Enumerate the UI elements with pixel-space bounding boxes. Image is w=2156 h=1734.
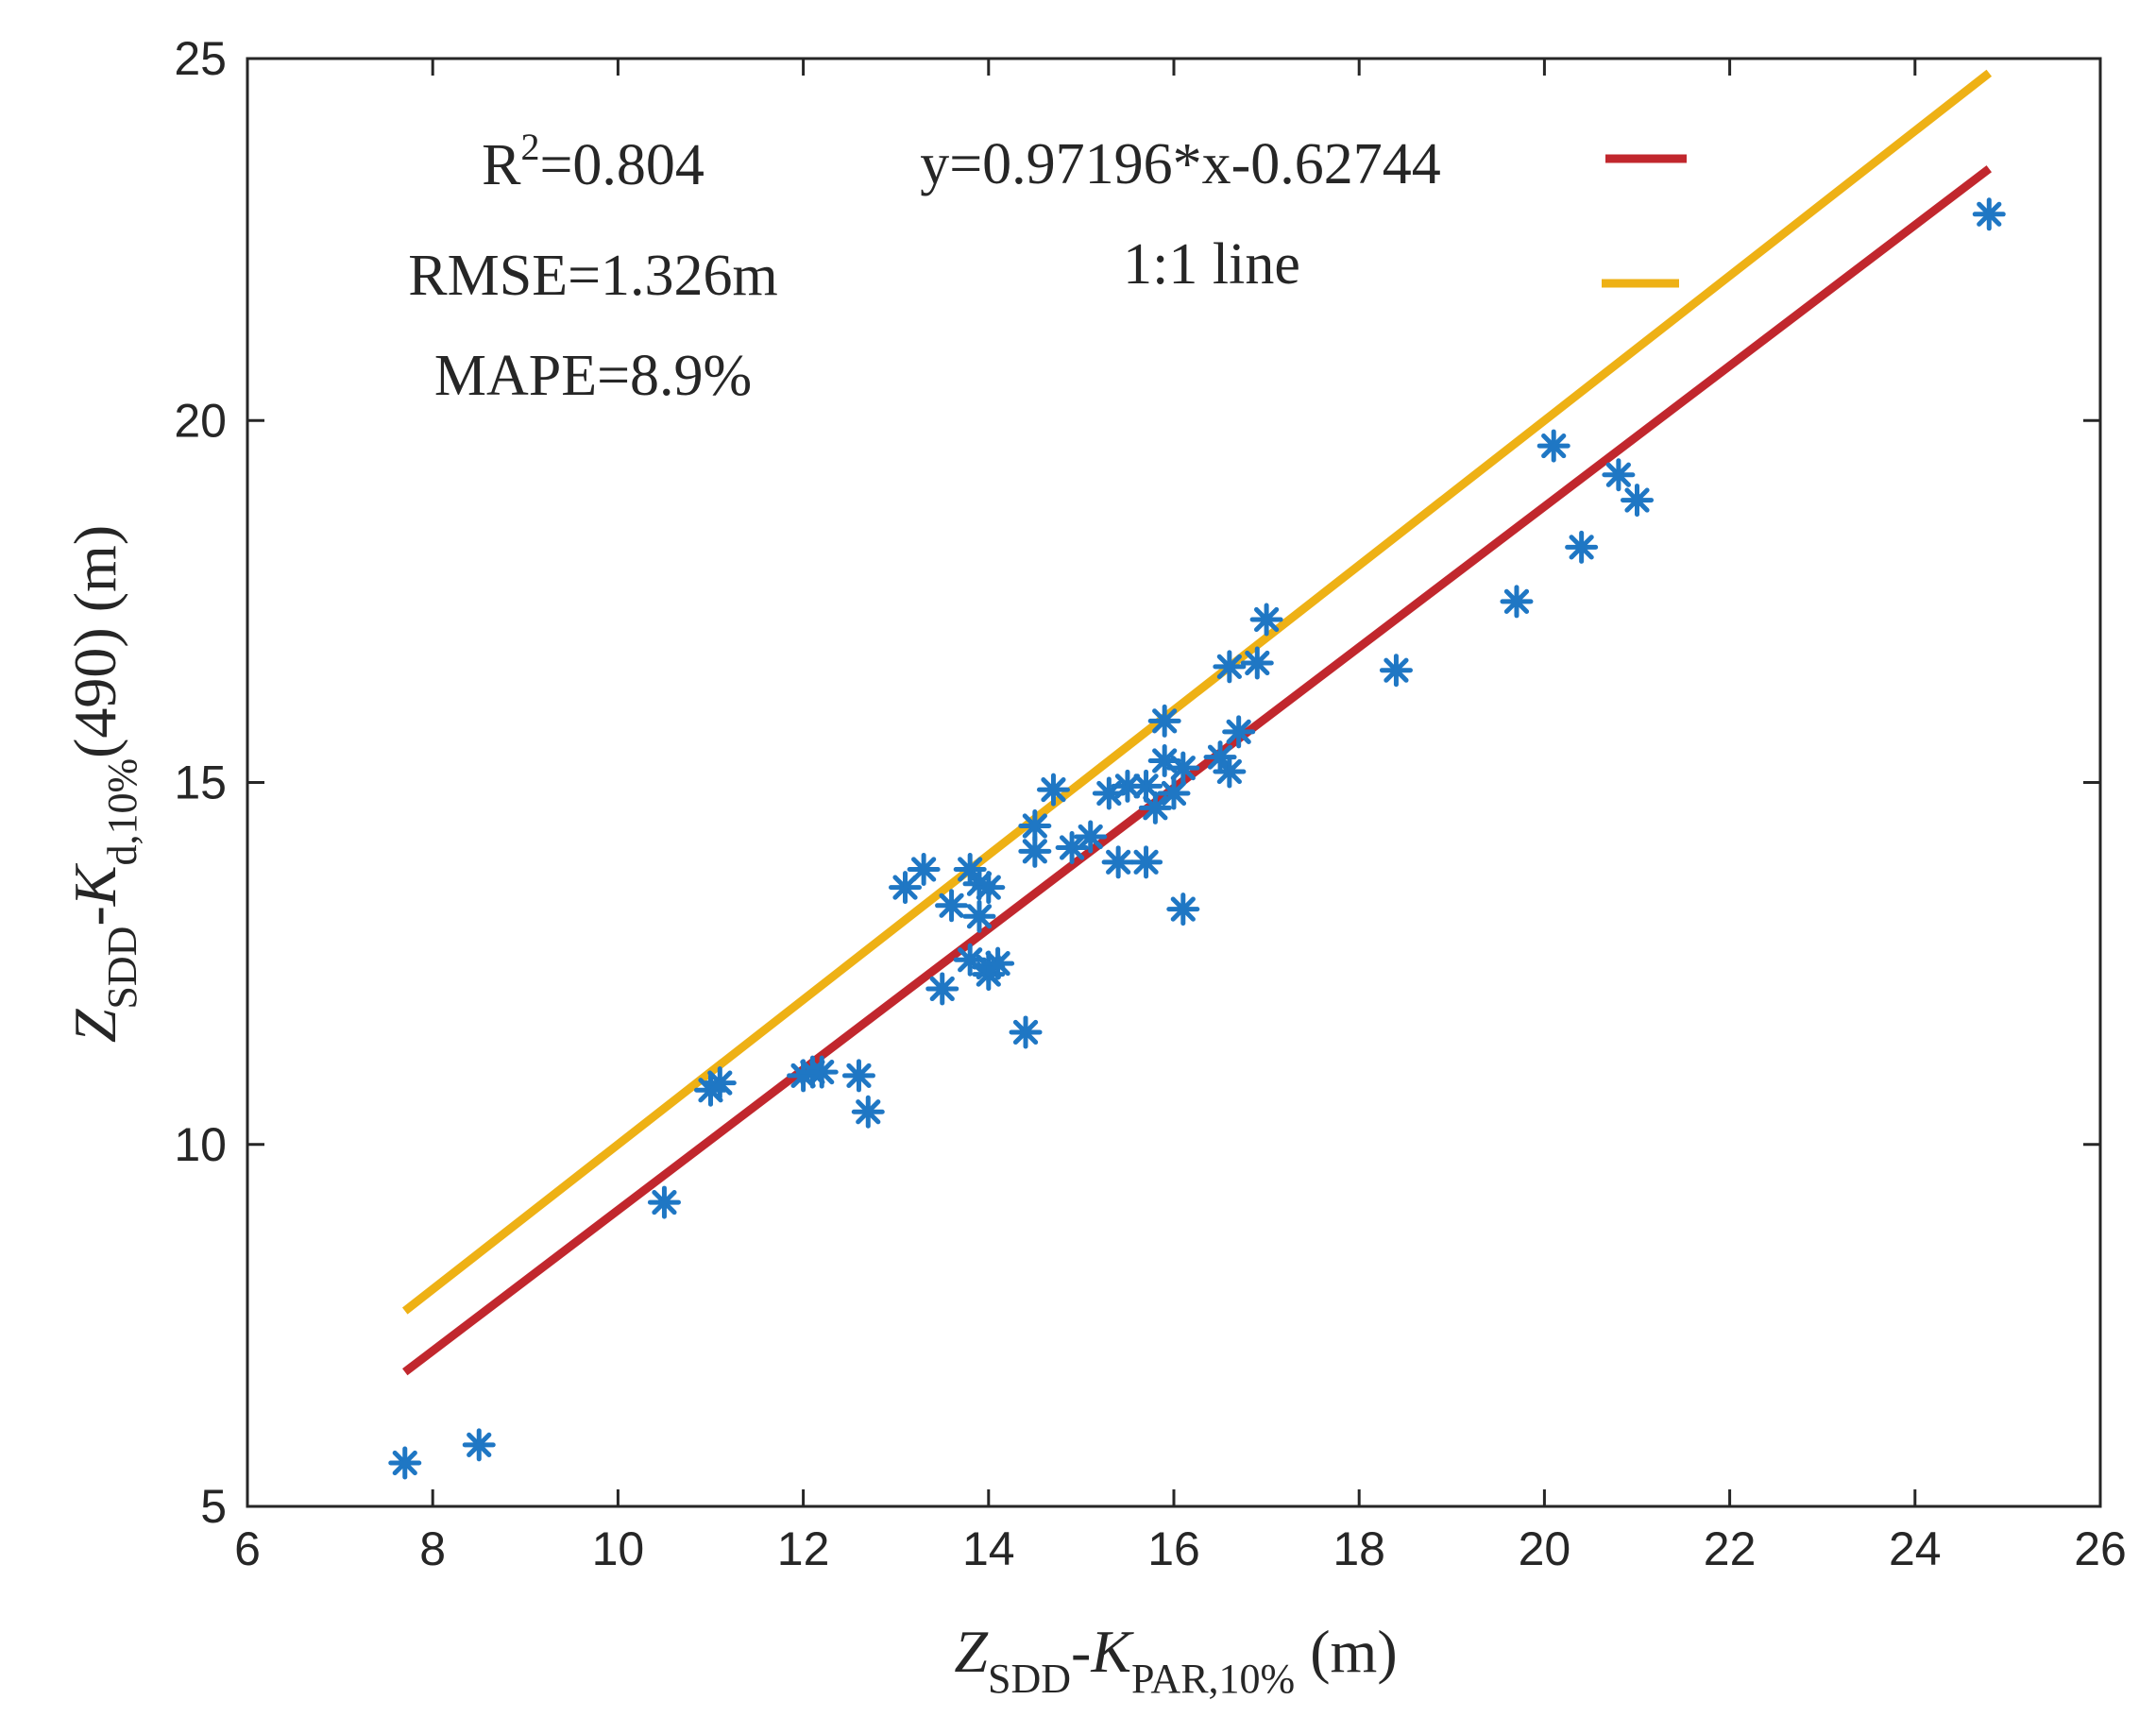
data-point (1101, 845, 1135, 879)
data-point (925, 972, 959, 1006)
y-axis-label: ZSDD-Kd,10%(490) (m) (61, 525, 145, 1043)
x-tick-label: 8 (419, 1522, 446, 1575)
data-point (1018, 834, 1052, 868)
data-point (1129, 769, 1163, 803)
x-tick-label: 14 (962, 1522, 1015, 1575)
data-point (1166, 751, 1200, 785)
data-point (1138, 790, 1172, 824)
data-point (1379, 654, 1413, 688)
x-tick-label: 18 (1333, 1522, 1385, 1575)
mape-label: MAPE=8.9% (434, 344, 752, 408)
data-point (1055, 830, 1089, 864)
legend-one-to-one-label: 1:1 line (1123, 232, 1300, 297)
x-tick-label: 20 (1519, 1522, 1571, 1575)
x-tick-label: 10 (592, 1522, 645, 1575)
data-point (962, 899, 996, 933)
data-point (851, 1095, 885, 1129)
data-point (935, 889, 969, 923)
data-point (1240, 646, 1274, 680)
data-point (1536, 429, 1570, 463)
regression-lines (401, 69, 1993, 1376)
data-point (981, 946, 1015, 980)
data-point (1157, 776, 1191, 810)
data-point (1074, 820, 1108, 854)
data-point (1249, 603, 1283, 637)
data-point (1009, 1015, 1043, 1049)
x-tick-label: 24 (1889, 1522, 1942, 1575)
data-point (972, 871, 1006, 905)
data-point (1500, 585, 1534, 619)
data-point (805, 1055, 839, 1089)
data-point (1203, 740, 1237, 774)
y-tick-label: 25 (174, 32, 227, 85)
data-point (1602, 458, 1636, 492)
data-point (1036, 773, 1070, 807)
data-point (647, 1185, 681, 1219)
fit-line (402, 165, 1993, 1376)
x-tick-label: 16 (1147, 1522, 1200, 1575)
x-tick-label: 26 (2074, 1522, 2127, 1575)
data-point (1213, 650, 1247, 684)
data-points (388, 197, 2006, 1480)
axis-ticks: 6 8 10 12 14 16 18 20 22 24 26 5 10 15 20 25 (174, 32, 2126, 1575)
data-point (462, 1428, 496, 1462)
data-point (1129, 845, 1163, 879)
data-point (1565, 530, 1599, 564)
one-to-one-line (401, 69, 1993, 1315)
x-axis-label: ZSDD-KPAR,10% (m) (954, 1618, 1397, 1702)
r2-label: R2=0.804 (482, 126, 705, 197)
legend: y=0.97196*x-0.62744 1:1 line (920, 132, 1687, 297)
data-point (1972, 197, 2006, 231)
data-point (1222, 715, 1256, 749)
data-point (1147, 704, 1181, 738)
x-tick-label: 22 (1704, 1522, 1757, 1575)
y-tick-label: 5 (200, 1480, 227, 1533)
data-point (1621, 484, 1654, 518)
x-tick-label: 6 (234, 1522, 261, 1575)
y-tick-label: 20 (174, 394, 227, 447)
legend-fit-label: y=0.97196*x-0.62744 (920, 132, 1441, 196)
y-tick-label: 10 (174, 1118, 227, 1171)
data-point (1166, 892, 1200, 926)
data-point (388, 1446, 422, 1480)
data-point (841, 1059, 875, 1093)
y-tick-label: 15 (174, 756, 227, 809)
data-point (907, 852, 941, 886)
x-tick-label: 12 (777, 1522, 830, 1575)
data-point (1213, 755, 1247, 789)
data-point (703, 1066, 737, 1100)
rmse-label: RMSE=1.326m (408, 244, 778, 308)
